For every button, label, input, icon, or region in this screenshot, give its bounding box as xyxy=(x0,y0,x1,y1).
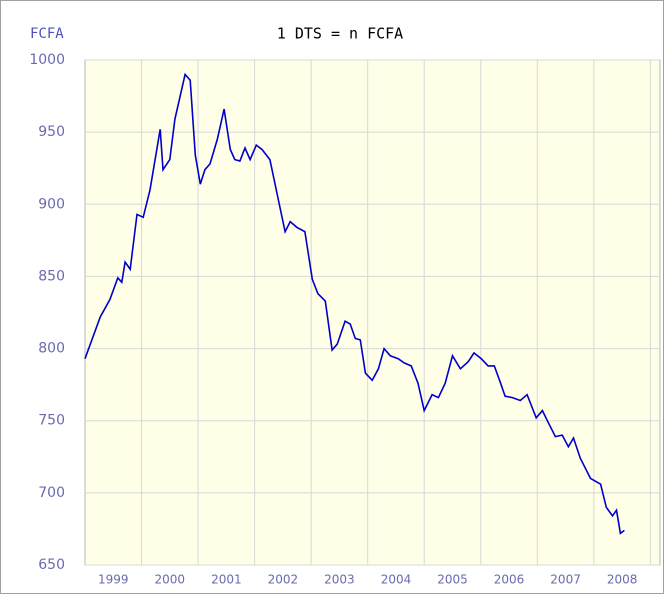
x-tick-label: 2000 xyxy=(155,573,186,587)
y-tick-label: 950 xyxy=(38,124,65,140)
y-tick-label: 850 xyxy=(38,268,65,284)
y-tick-label: 650 xyxy=(38,557,65,573)
chart-title: 1 DTS = n FCFA xyxy=(277,25,403,43)
x-tick-label: 2001 xyxy=(211,573,242,587)
x-tick-label: 2002 xyxy=(268,573,299,587)
y-axis-label: FCFA xyxy=(30,26,64,42)
x-tick-label: 2008 xyxy=(607,573,638,587)
y-tick-label: 700 xyxy=(38,485,65,501)
x-tick-label: 1999 xyxy=(98,573,129,587)
x-tick-label: 2004 xyxy=(381,573,412,587)
y-tick-label: 900 xyxy=(38,196,65,212)
x-tick-label: 2006 xyxy=(494,573,525,587)
x-tick-label: 2005 xyxy=(437,573,468,587)
plot-area xyxy=(84,59,661,566)
x-tick-label: 2007 xyxy=(550,573,581,587)
x-tick-label: 2003 xyxy=(324,573,355,587)
y-tick-label: 750 xyxy=(38,413,65,429)
y-tick-label: 1000 xyxy=(29,52,65,68)
y-tick-label: 800 xyxy=(38,341,65,357)
data-line xyxy=(84,72,625,535)
